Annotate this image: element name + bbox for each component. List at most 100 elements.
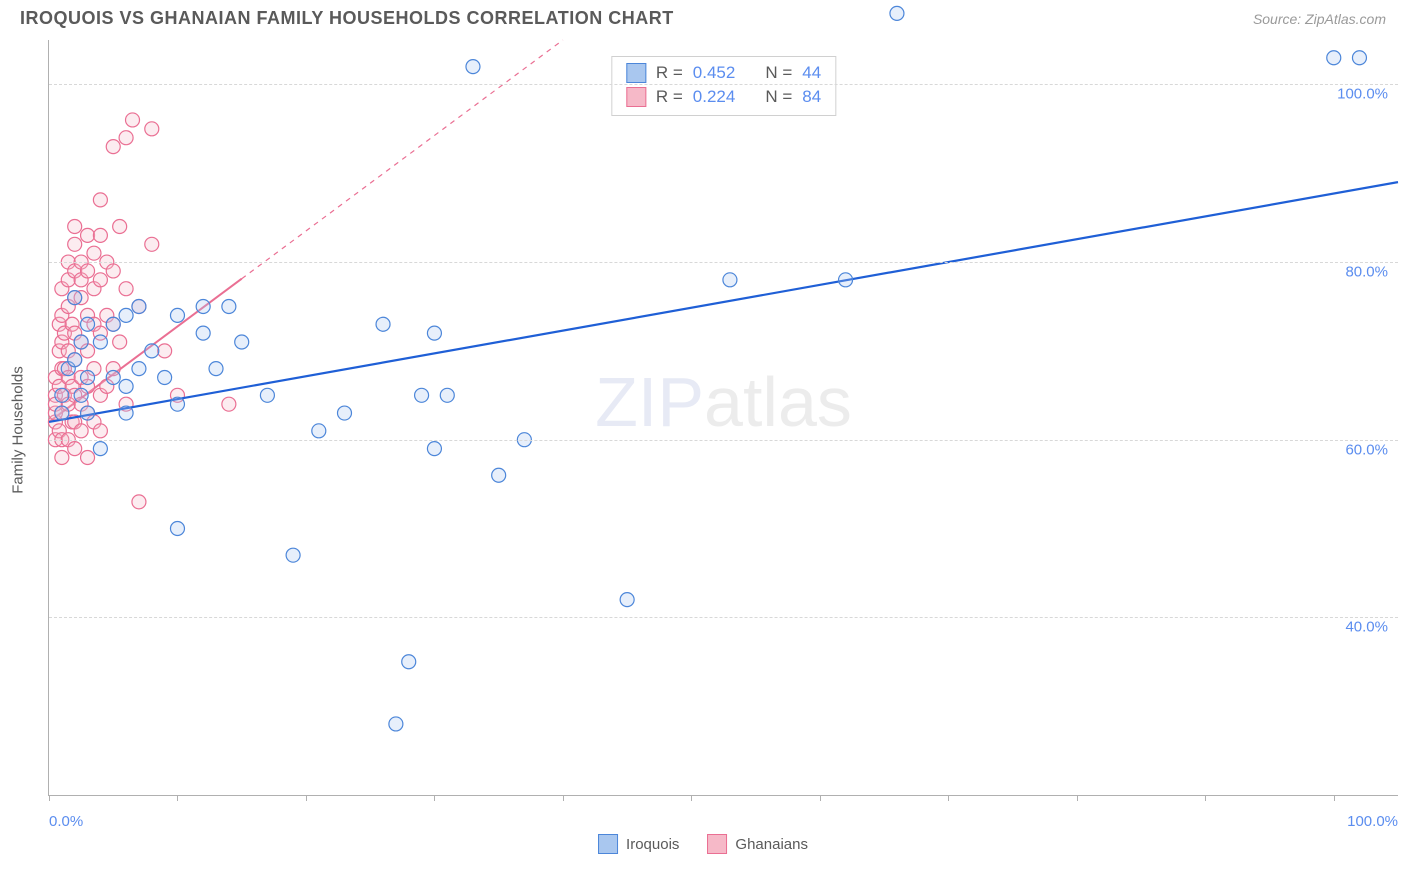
data-point (81, 228, 95, 242)
data-point (68, 220, 82, 234)
xtick (306, 795, 307, 801)
data-point (81, 371, 95, 385)
data-point (106, 264, 120, 278)
gridline (49, 617, 1398, 618)
plot-area: ZIPatlas R = 0.452N = 44R = 0.224N = 84 … (48, 40, 1398, 796)
plot-wrap: Family Households ZIPatlas R = 0.452N = … (48, 40, 1398, 820)
data-point (196, 326, 210, 340)
data-point (389, 717, 403, 731)
xtick (1205, 795, 1206, 801)
data-point (132, 495, 146, 509)
xtick (177, 795, 178, 801)
data-point (158, 344, 172, 358)
ytick-label: 100.0% (1337, 86, 1388, 103)
xtick (948, 795, 949, 801)
legend-n-value: 44 (802, 61, 821, 85)
data-point (93, 228, 107, 242)
trend-line (49, 182, 1398, 422)
data-point (132, 299, 146, 313)
data-point (119, 406, 133, 420)
data-point (222, 299, 236, 313)
series-legend-item: Ghanaians (707, 834, 808, 854)
stats-legend: R = 0.452 N = 44R = 0.224N = 84 (611, 56, 836, 116)
gridline (49, 84, 1398, 85)
data-point (839, 273, 853, 287)
chart-source: Source: ZipAtlas.com (1253, 11, 1386, 27)
xtick (563, 795, 564, 801)
gridline (49, 262, 1398, 263)
chart-title: IROQUOIS VS GHANAIAN FAMILY HOUSEHOLDS C… (20, 8, 674, 29)
series-legend-label: Ghanaians (735, 836, 808, 853)
legend-swatch (626, 63, 646, 83)
data-point (286, 548, 300, 562)
legend-n-value: 84 (802, 85, 821, 109)
data-point (235, 335, 249, 349)
data-point (74, 424, 88, 438)
data-point (145, 344, 159, 358)
data-point (260, 388, 274, 402)
data-point (466, 60, 480, 74)
xaxis-min-label: 0.0% (49, 813, 83, 830)
legend-n-label: N = (765, 61, 792, 85)
data-point (106, 371, 120, 385)
data-point (68, 353, 82, 367)
data-point (55, 388, 69, 402)
xtick (1334, 795, 1335, 801)
data-point (170, 522, 184, 536)
xtick (820, 795, 821, 801)
xtick (434, 795, 435, 801)
data-point (337, 406, 351, 420)
ytick-label: 60.0% (1345, 441, 1388, 458)
legend-swatch (598, 834, 618, 854)
data-point (113, 220, 127, 234)
stats-legend-row: R = 0.224N = 84 (626, 85, 821, 109)
data-point (312, 424, 326, 438)
data-point (196, 299, 210, 313)
data-point (890, 6, 904, 20)
data-point (68, 442, 82, 456)
data-point (402, 655, 416, 669)
data-point (68, 237, 82, 251)
data-point (415, 388, 429, 402)
legend-n-label: N = (765, 85, 792, 109)
data-point (119, 379, 133, 393)
data-point (145, 237, 159, 251)
data-point (170, 397, 184, 411)
data-point (106, 317, 120, 331)
data-point (55, 450, 69, 464)
xtick (1077, 795, 1078, 801)
trend-line-dashed (242, 40, 563, 279)
series-legend-label: Iroquois (626, 836, 679, 853)
legend-r-label: R = (656, 61, 683, 85)
data-point (427, 326, 441, 340)
xtick (49, 795, 50, 801)
data-point (74, 335, 88, 349)
legend-r-label: R = (656, 85, 683, 109)
data-point (376, 317, 390, 331)
legend-r-value: 0.452 (693, 61, 736, 85)
data-point (492, 468, 506, 482)
data-point (81, 450, 95, 464)
data-point (81, 264, 95, 278)
data-point (93, 424, 107, 438)
ytick-label: 40.0% (1345, 619, 1388, 636)
data-point (81, 406, 95, 420)
data-point (93, 193, 107, 207)
data-point (113, 335, 127, 349)
yaxis-title: Family Households (10, 366, 27, 494)
series-legend-item: Iroquois (598, 834, 679, 854)
data-point (93, 442, 107, 456)
data-point (427, 442, 441, 456)
data-point (1352, 51, 1366, 65)
legend-swatch (626, 87, 646, 107)
xaxis-labels: 0.0% 100.0% (49, 813, 1398, 833)
data-point (222, 397, 236, 411)
data-point (81, 317, 95, 331)
data-point (132, 362, 146, 376)
data-point (209, 362, 223, 376)
plot-svg (49, 40, 1398, 795)
ytick-label: 80.0% (1345, 264, 1388, 281)
data-point (723, 273, 737, 287)
xaxis-max-label: 100.0% (1347, 813, 1398, 830)
data-point (440, 388, 454, 402)
